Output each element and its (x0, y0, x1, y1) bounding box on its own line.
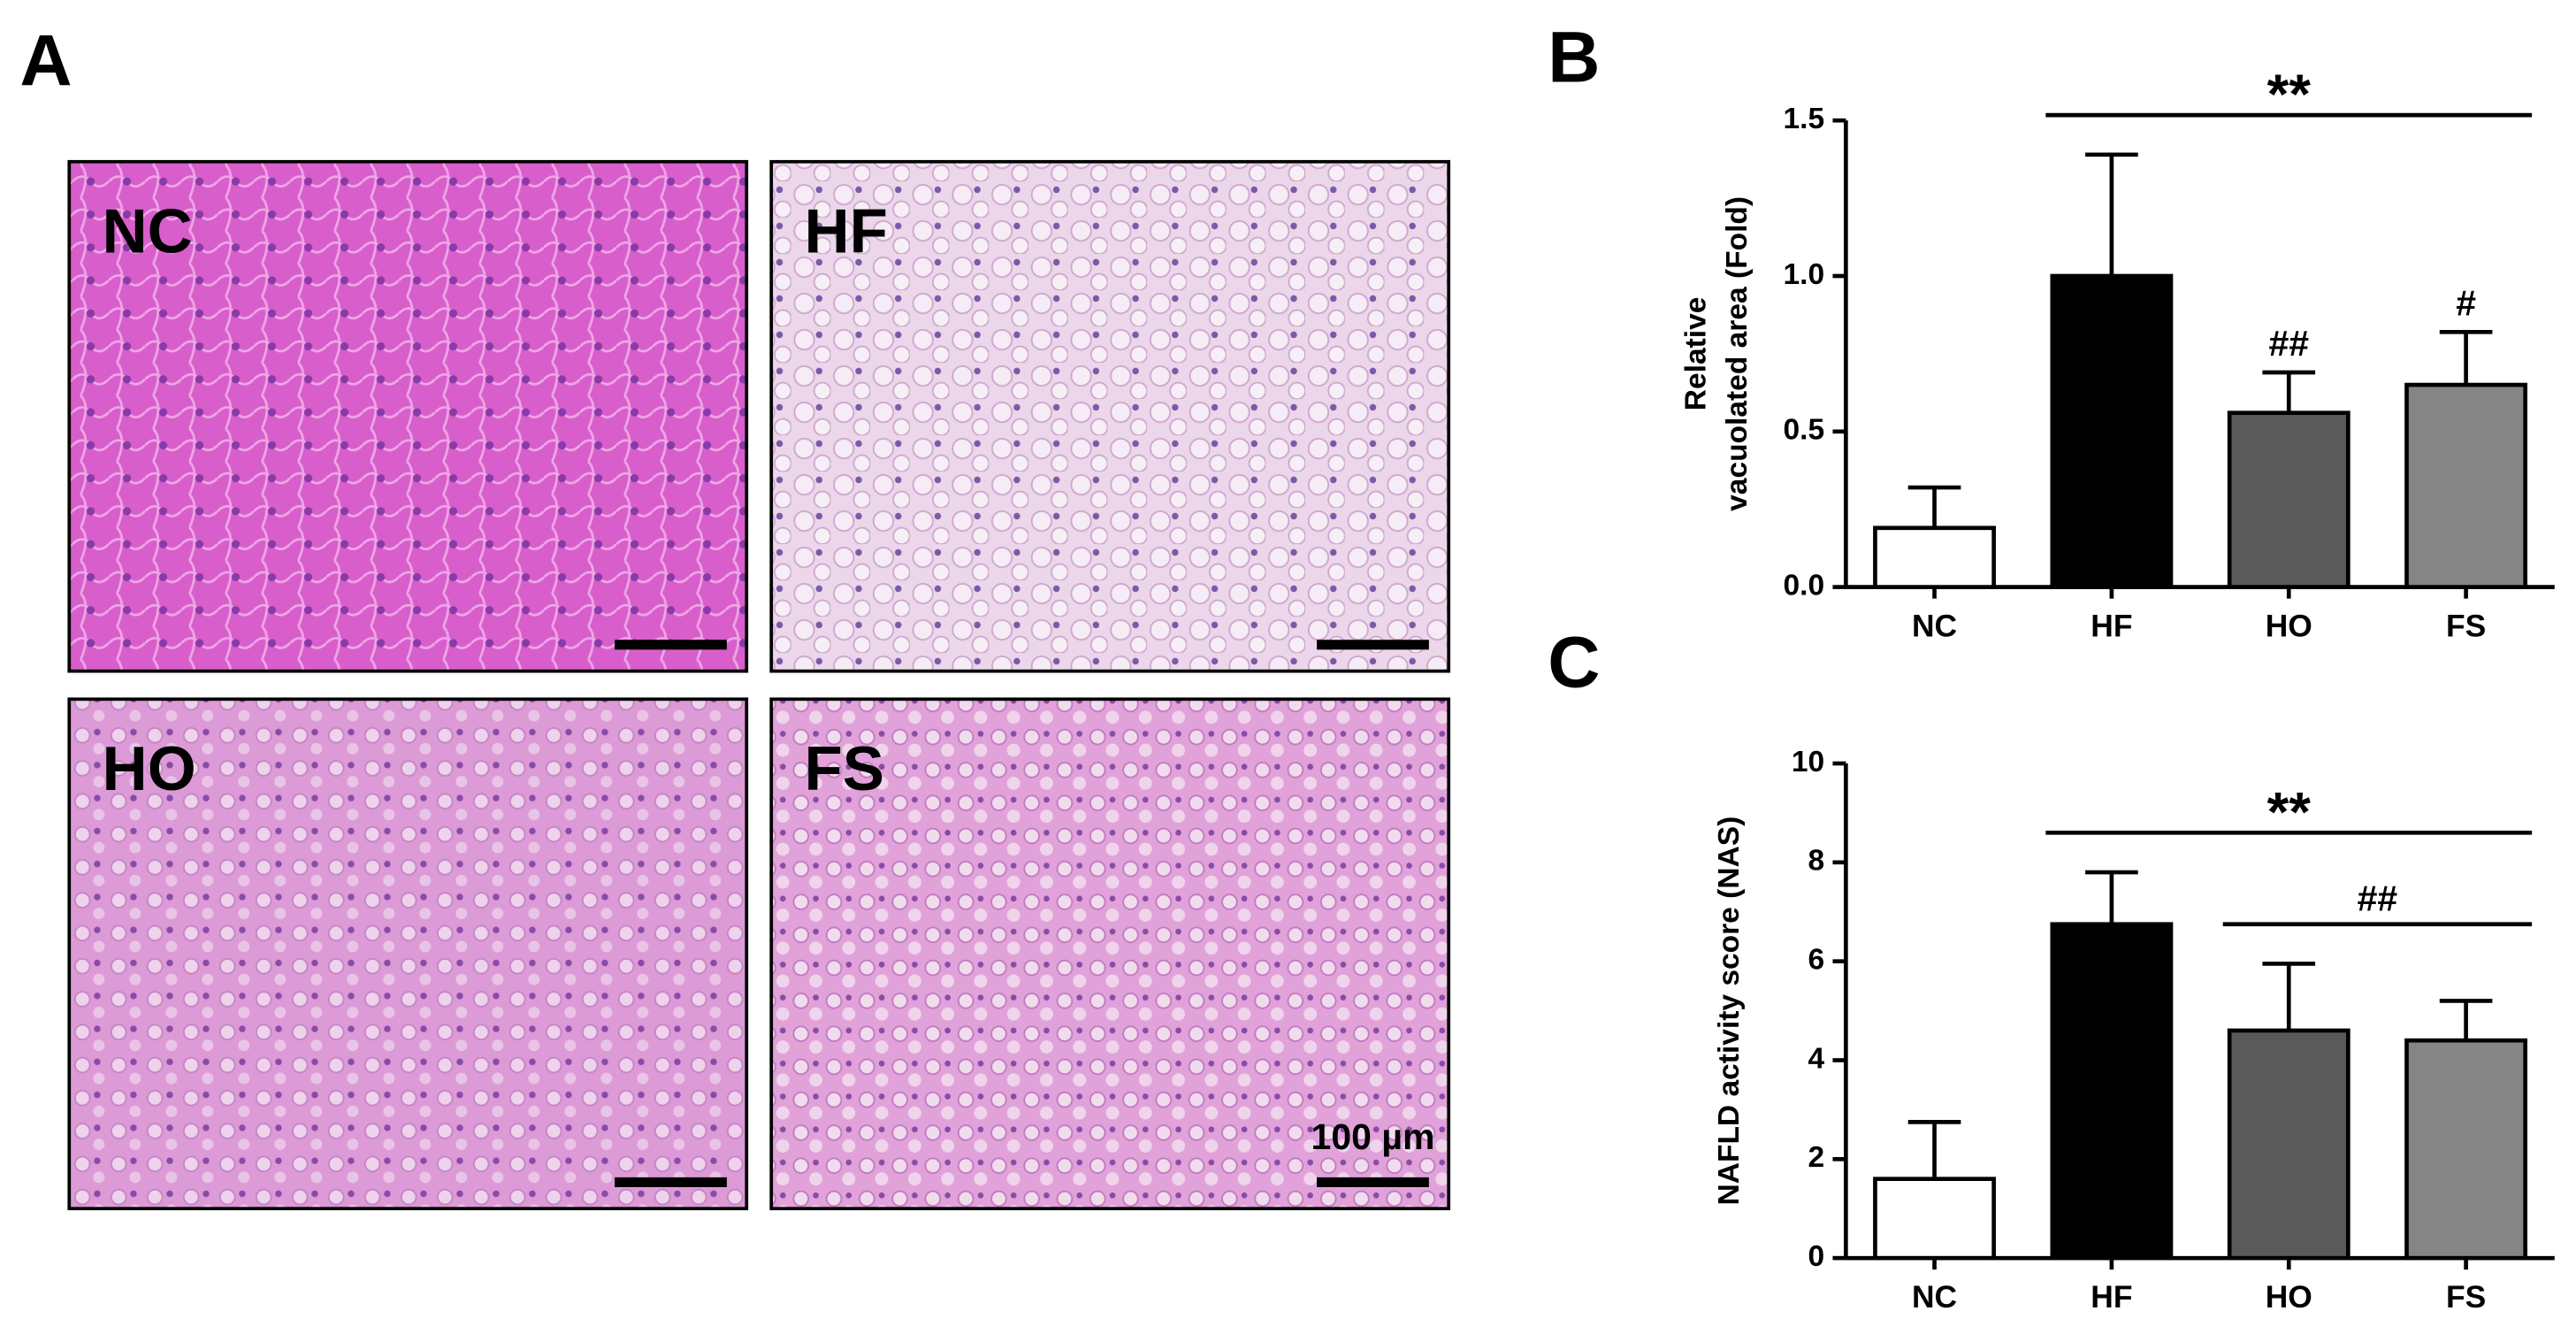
y-axis-label: vacuolated area (Fold) (1721, 196, 1754, 511)
micrographs: NC HF HO FS 100 µm (67, 159, 1451, 1211)
image-label: HO (103, 734, 196, 804)
y-tick-label: 6 (1808, 944, 1824, 977)
y-axis-label: NAFLD activity score (NAS) (1713, 816, 1746, 1206)
y-tick-label: 0 (1808, 1240, 1824, 1273)
micrograph (67, 697, 749, 1211)
bar (2404, 382, 2528, 589)
x-tick-label: FS (2446, 1279, 2486, 1315)
bar (2050, 273, 2174, 589)
y-tick-label: 1.5 (1784, 103, 1825, 135)
x-tick-label: FS (2446, 609, 2486, 644)
bar (1873, 525, 1996, 589)
panel-label: C (1548, 623, 1600, 703)
significance-label: ** (2267, 64, 2312, 126)
x-tick-label: HF (2091, 1279, 2132, 1315)
bar (2227, 1028, 2351, 1261)
micrograph (67, 159, 749, 673)
bar (2050, 922, 2174, 1261)
x-tick-label: HO (2266, 609, 2312, 644)
panel-label: B (1548, 18, 1600, 98)
x-tick-label: HO (2266, 1279, 2312, 1315)
y-tick-label: 0.0 (1784, 569, 1825, 602)
x-tick-label: NC (1912, 609, 1957, 644)
y-axis-label: Relative (1679, 297, 1712, 411)
bar (2404, 1038, 2528, 1261)
significance-label: ## (2268, 323, 2309, 364)
y-tick-label: 2 (1808, 1141, 1824, 1174)
y-tick-label: 0.5 (1784, 414, 1825, 447)
significance-label: # (2456, 282, 2476, 323)
significance-label: ** (2267, 781, 2312, 843)
image-label: FS (804, 734, 884, 804)
micrograph (769, 159, 1451, 673)
bar (1873, 1177, 1996, 1261)
y-tick-label: 8 (1808, 845, 1824, 878)
y-tick-label: 4 (1808, 1042, 1824, 1075)
micrograph (769, 697, 1451, 1211)
panel-label: A (19, 20, 72, 101)
charts: B Relative vacuolated area (Fold) 0.0 0.5 1.0… (1548, 18, 2555, 1315)
y-tick-label: 1.0 (1784, 258, 1825, 291)
y-tick-label: 10 (1792, 746, 1824, 778)
significance-label: ## (2358, 878, 2398, 918)
x-tick-label: HF (2091, 609, 2132, 644)
image-label: NC (103, 196, 193, 266)
x-tick-label: NC (1912, 1279, 1957, 1315)
scale-bar-label: 100 µm (1311, 1116, 1435, 1157)
image-label: HF (804, 196, 887, 266)
bar (2227, 410, 2351, 589)
